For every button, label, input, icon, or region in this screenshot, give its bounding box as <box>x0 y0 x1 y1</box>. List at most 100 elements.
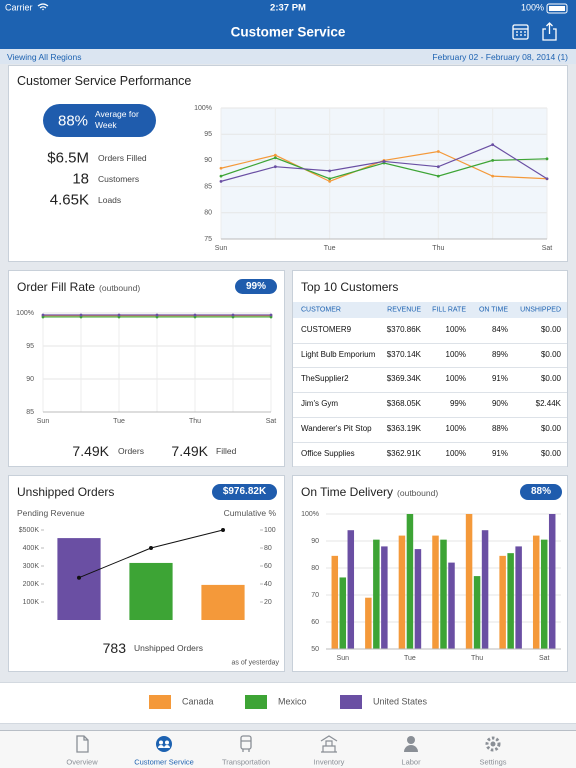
table-cell: 100% <box>445 374 466 384</box>
table-cell: 88% <box>491 423 508 433</box>
tab-icon <box>404 736 418 752</box>
data-point <box>193 313 197 317</box>
tab-label: Transportation <box>221 757 271 767</box>
performance-panel[interactable]: 75 80 85 90 95 100% Sun Tue Thu Sat Customer Servi… <box>8 65 568 262</box>
bar <box>540 539 548 649</box>
axis-title: Cumulative % <box>223 507 276 518</box>
data-point <box>79 315 83 319</box>
region-filter[interactable]: Viewing All Regions <box>7 51 82 62</box>
bar <box>339 577 347 649</box>
note: as of yesterday <box>231 659 279 667</box>
table-cell: 99% <box>449 399 466 409</box>
bar <box>548 514 556 649</box>
bar <box>347 530 355 649</box>
table-cell: $362.91K <box>386 448 421 458</box>
x-tick-label: Thu <box>189 418 201 425</box>
data-point <box>436 165 440 169</box>
y-tick-label: 100% <box>194 105 212 112</box>
data-point <box>382 160 386 163</box>
data-point <box>231 315 235 319</box>
data-point <box>436 174 440 178</box>
y-tick-label: 85 <box>26 409 34 416</box>
nav-title: Customer Service <box>230 24 346 40</box>
data-point <box>41 315 45 319</box>
order-fill-panel[interactable]: 85 90 95 100% Sun Tue Thu Sat Order Fill Rate (ou… <box>8 270 285 467</box>
badge-label: Average for Week <box>95 109 139 130</box>
tab-icon <box>485 736 501 752</box>
filter-strip: Viewing All Regions February 02 - Februa… <box>0 49 576 64</box>
tab-label: Overview <box>66 757 98 767</box>
table-cell: CUSTOMER9 <box>301 325 352 334</box>
table-cell: 84% <box>491 325 508 334</box>
table-cell: $0.00 <box>540 448 561 458</box>
table-cell: $0.00 <box>540 325 561 334</box>
row-divider <box>293 416 567 418</box>
stat-value: 4.65K <box>49 191 89 209</box>
y-tick-label: 90 <box>26 376 34 383</box>
top-customers-panel[interactable]: Top 10 Customers CUSTOMER REVENUE FILL RATE… <box>292 270 568 468</box>
y-tick-label: 95 <box>204 131 212 138</box>
column-header: REVENUE <box>387 306 421 314</box>
x-tick-label: Thu <box>432 245 444 252</box>
y-tick-label: 50 <box>311 646 319 653</box>
tab[interactable]: Overview <box>41 731 123 768</box>
table-cell: 100% <box>445 325 466 334</box>
y-tick-label: 90 <box>204 157 212 164</box>
share-button[interactable] <box>542 22 557 41</box>
panel-subtitle: (outbound) <box>397 488 439 498</box>
column-header: ON TIME <box>478 306 508 314</box>
data-point <box>491 159 495 162</box>
x-tick-label: Thu <box>471 655 483 662</box>
bar <box>499 555 506 649</box>
tab[interactable]: Customer Service <box>123 731 205 768</box>
tab[interactable]: Inventory <box>288 731 370 768</box>
y-tick-label: 40 <box>264 581 272 588</box>
bar <box>465 514 473 649</box>
tab[interactable]: Labor <box>370 731 452 768</box>
data-point <box>219 166 223 170</box>
cumulative-point <box>221 528 225 532</box>
battery-level <box>549 6 565 11</box>
stat-value: $6.5M <box>47 149 89 167</box>
row-divider <box>293 367 567 369</box>
x-tick-label: Sat <box>539 655 550 662</box>
row-divider <box>293 342 567 344</box>
y-tick-label: 100 <box>264 527 276 534</box>
date-range[interactable]: February 02 - February 08, 2014 (1) <box>432 51 568 62</box>
chart: 75 80 85 90 95 100% Sun Tue Thu Sat <box>194 105 553 252</box>
data-point <box>155 313 159 317</box>
on-time-panel[interactable]: 50 60 70 80 90 100% Sun Tue Thu Sat On Time Delive… <box>292 475 568 672</box>
y-tick-label: 90 <box>311 538 319 545</box>
bar <box>507 553 514 649</box>
unshipped-panel[interactable]: 100K 200K 300K 400K $500K 20 40 60 80 100 Unshippe… <box>8 475 285 672</box>
tab-label: Customer Service <box>134 757 194 767</box>
stat-label: Filled <box>216 445 237 456</box>
table-cell: Wanderer's Pit Stop <box>301 423 372 433</box>
data-point <box>193 315 197 319</box>
x-tick-label: Sat <box>542 245 553 252</box>
stat-label: Orders <box>118 445 144 456</box>
table-cell: Office Supplies <box>301 448 355 458</box>
badge-value: 88% <box>57 112 89 129</box>
calendar-button[interactable] <box>512 24 529 40</box>
badge-value: 99% <box>245 280 267 292</box>
badge: 88% <box>520 484 562 500</box>
tab[interactable]: Transportation <box>205 731 287 768</box>
bar <box>481 530 489 649</box>
tab[interactable]: Settings <box>452 731 534 768</box>
data-point <box>219 179 223 183</box>
row-divider <box>293 441 567 443</box>
bar <box>381 546 388 649</box>
tab-icon <box>240 735 252 752</box>
tab-label: Settings <box>479 757 507 767</box>
column-header: UNSHIPPED <box>520 306 561 314</box>
badge-value: $976.82K <box>222 486 267 497</box>
bar <box>129 562 173 620</box>
badge: 99% <box>235 279 277 294</box>
table-cell: 89% <box>491 349 508 359</box>
x-tick-label: Sun <box>215 245 228 252</box>
data-point <box>155 315 159 319</box>
y-tick-label: 75 <box>204 236 212 243</box>
table-cell: 100% <box>445 349 466 359</box>
bar <box>440 539 447 649</box>
